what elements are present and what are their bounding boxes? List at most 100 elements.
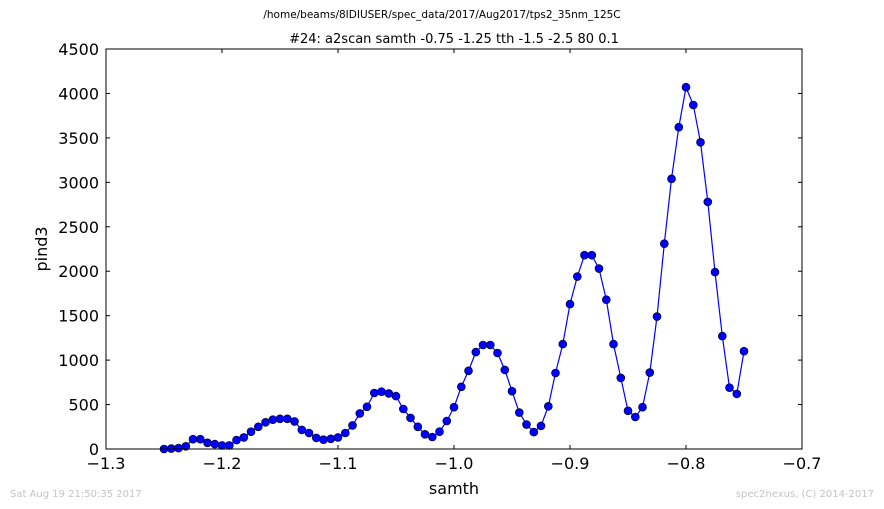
data-point [602, 295, 611, 304]
data-point [507, 386, 517, 396]
data-point [703, 197, 713, 207]
data-point [239, 433, 249, 442]
data-point [558, 339, 568, 349]
data-point [210, 439, 220, 449]
data-point [261, 418, 270, 427]
data-point [413, 422, 423, 432]
data-point [674, 122, 684, 132]
data-point [464, 366, 473, 376]
y-tick-label: 4500 [58, 40, 99, 59]
data-point [377, 387, 386, 396]
data-point [486, 340, 495, 350]
data-point [689, 100, 698, 110]
data-point [616, 373, 626, 383]
x-tick-label: −0.8 [667, 454, 706, 473]
series-line [163, 85, 745, 450]
data-point [435, 427, 444, 436]
data-point [681, 82, 691, 92]
x-axis-label: samth [429, 479, 479, 498]
data-point [449, 402, 459, 412]
data-point [631, 412, 640, 422]
x-tick-label: −1.1 [319, 454, 358, 473]
y-tick-label: 2000 [58, 262, 99, 281]
x-tick-label: −1.2 [203, 454, 242, 473]
data-point [529, 427, 539, 437]
data-point [297, 425, 307, 435]
data-point [406, 413, 415, 423]
data-point [732, 389, 742, 399]
data-point [384, 389, 394, 398]
data-point [203, 438, 212, 448]
y-tick-label: 1500 [58, 307, 99, 326]
data-point [725, 383, 734, 392]
y-tick-label: 0 [89, 440, 99, 459]
data-point [428, 432, 437, 442]
x-tick-label: −1.0 [435, 454, 474, 473]
data-point [565, 299, 575, 309]
data-point [500, 365, 510, 375]
x-tick-label: −1.3 [87, 454, 126, 473]
y-tick-label: 1000 [58, 351, 99, 370]
footer-credit: spec2nexus, (C) 2014-2017 [735, 489, 874, 500]
footer-timestamp: Sat Aug 19 21:50:35 2017 [10, 489, 142, 500]
data-point [609, 339, 618, 349]
data-point [304, 428, 314, 438]
data-point [341, 428, 350, 438]
data-point [312, 433, 321, 443]
data-point [638, 402, 647, 412]
data-point [515, 408, 524, 417]
y-tick-label: 2500 [58, 218, 99, 237]
data-point [478, 340, 488, 350]
data-point [420, 430, 430, 439]
data-point [362, 402, 372, 412]
data-point [225, 441, 234, 450]
data-point [739, 346, 749, 356]
y-tick-label: 500 [68, 396, 99, 415]
data-point [660, 239, 669, 248]
data-point [573, 272, 582, 281]
plot-frame [105, 48, 803, 450]
file-path-title: /home/beams/8IDIUSER/spec_data/2017/Aug2… [263, 9, 621, 21]
data-point [710, 267, 720, 277]
data-point [326, 434, 336, 444]
data-point [544, 402, 553, 411]
data-point [399, 404, 408, 414]
data-point [232, 435, 241, 445]
plot-area: #24: a2scan samth -0.75 -1.25 tth -1.5 -… [32, 32, 821, 498]
data-point [587, 250, 597, 260]
data-point [471, 347, 481, 357]
data-point [457, 382, 466, 392]
data-point [493, 348, 502, 358]
data-point [275, 414, 285, 424]
data-point [623, 406, 633, 416]
data-point [522, 420, 531, 429]
data-point [355, 409, 365, 418]
data-point [254, 422, 263, 432]
data-point [217, 441, 227, 450]
data-point [188, 434, 198, 444]
data-point [696, 138, 705, 147]
data-point [536, 421, 546, 431]
data-point [268, 415, 278, 424]
y-axis-label: pind3 [32, 226, 51, 271]
data-point [645, 368, 655, 377]
data-point [290, 417, 299, 426]
data-point [196, 434, 205, 444]
data-point [580, 250, 589, 260]
x-tick-label: −0.7 [783, 454, 822, 473]
data-point [551, 368, 560, 378]
y-tick-label: 3000 [58, 173, 99, 192]
data-point [652, 312, 662, 321]
y-tick-label: 4000 [58, 84, 99, 103]
data-point [348, 421, 357, 430]
data-point [181, 442, 191, 451]
data-point [333, 433, 343, 442]
y-tick-label: 3500 [58, 129, 99, 148]
data-point [283, 414, 292, 424]
data-point [246, 427, 256, 436]
x-tick-label: −0.9 [551, 454, 590, 473]
data-point [594, 264, 604, 273]
data-point [370, 388, 379, 398]
